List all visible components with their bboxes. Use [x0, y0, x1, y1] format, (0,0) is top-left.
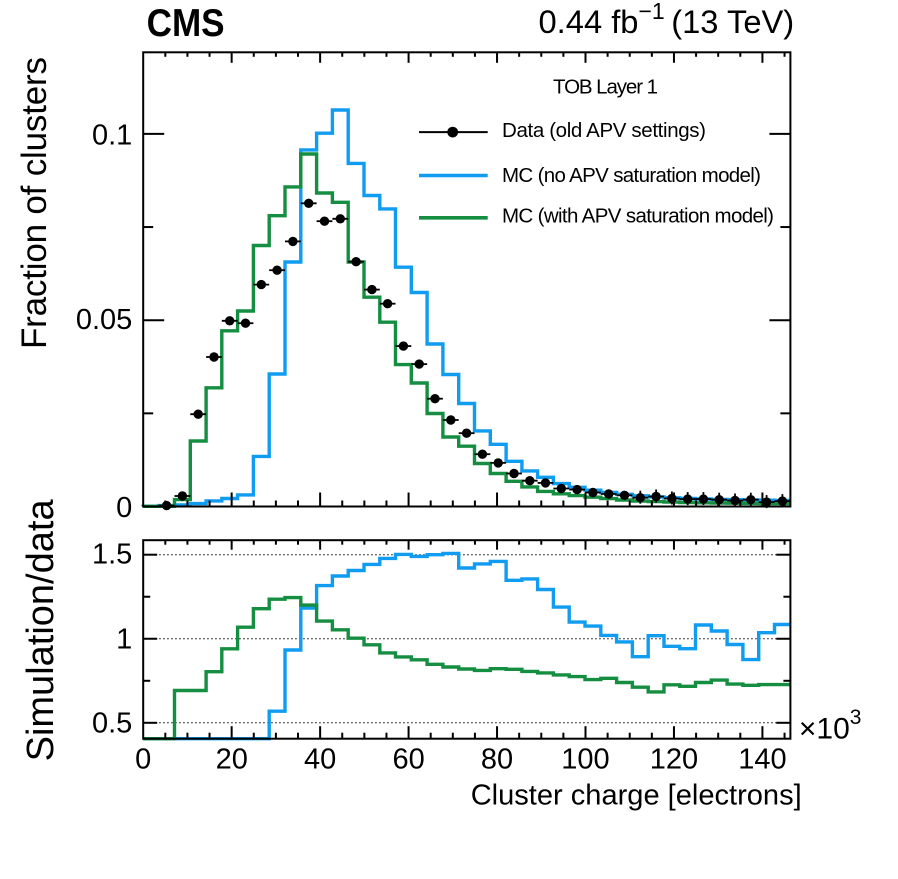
svg-text:0.5: 0.5	[92, 708, 132, 740]
svg-text:Fraction of clusters: Fraction of clusters	[15, 57, 54, 349]
svg-text:120: 120	[650, 744, 698, 776]
svg-text:0.1: 0.1	[92, 120, 132, 152]
svg-text:0.44 fb−1 (13 TeV): 0.44 fb−1 (13 TeV)	[539, 0, 795, 40]
svg-text:0: 0	[135, 744, 151, 776]
svg-text:1: 1	[116, 623, 132, 655]
svg-text:CMS: CMS	[147, 2, 225, 45]
svg-text:MC (with APV saturation model): MC (with APV saturation model)	[502, 205, 774, 228]
svg-text:Simulation/data: Simulation/data	[20, 499, 62, 762]
svg-text:0: 0	[116, 492, 132, 524]
svg-text:140: 140	[738, 744, 786, 776]
svg-text:MC (no APV saturation model): MC (no APV saturation model)	[502, 164, 761, 187]
svg-text:40: 40	[304, 744, 336, 776]
svg-text:TOB Layer 1: TOB Layer 1	[553, 76, 658, 99]
svg-text:0.05: 0.05	[76, 304, 132, 336]
svg-text:80: 80	[481, 744, 513, 776]
svg-text:1.5: 1.5	[92, 538, 132, 570]
svg-text:100: 100	[561, 744, 609, 776]
svg-text:Cluster charge [electrons]: Cluster charge [electrons]	[471, 779, 802, 811]
svg-text:Data (old APV settings): Data (old APV settings)	[502, 119, 706, 142]
svg-text:60: 60	[392, 744, 424, 776]
svg-text:20: 20	[216, 744, 248, 776]
